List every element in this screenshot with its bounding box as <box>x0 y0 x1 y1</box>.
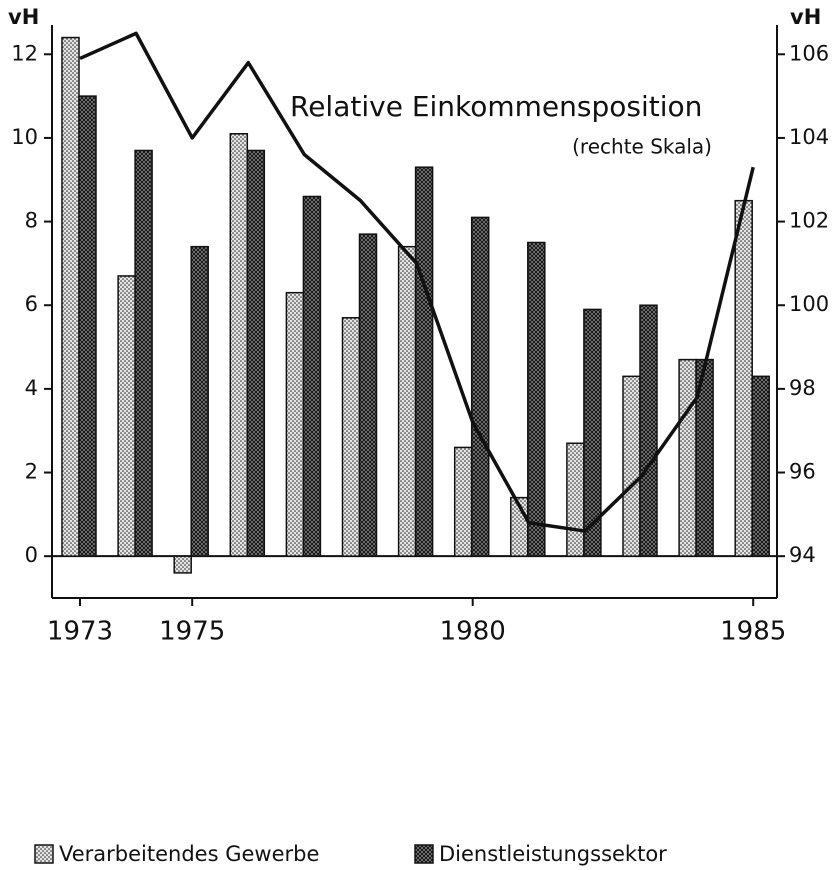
legend-swatch <box>414 844 434 864</box>
y-tick-label: 0 <box>25 543 38 567</box>
bar <box>566 442 585 557</box>
bar <box>453 446 473 557</box>
x-tick-label: 1985 <box>720 617 786 647</box>
bar <box>414 166 434 557</box>
bar <box>639 304 658 557</box>
y2-tick-label: 96 <box>789 460 816 484</box>
y2-axis-label: vH <box>790 5 821 29</box>
bar <box>190 245 209 557</box>
x-tick-label: 1975 <box>159 617 225 647</box>
y-tick-label: 6 <box>25 292 38 316</box>
bar <box>285 291 305 557</box>
bar <box>358 233 378 557</box>
y2-tick-label: 106 <box>789 41 829 65</box>
y2-tick-label: 100 <box>789 292 829 316</box>
y-tick-label: 8 <box>25 209 38 233</box>
bar <box>78 95 97 557</box>
bar <box>734 199 753 557</box>
bar <box>622 375 641 557</box>
bar <box>397 245 417 557</box>
y2-tick-label: 94 <box>789 543 816 567</box>
bar <box>527 241 546 557</box>
bar <box>583 308 602 557</box>
legend-swatch <box>34 844 54 864</box>
line <box>79 31 755 533</box>
y-axis-label: vH <box>8 5 39 29</box>
y-tick-label: 4 <box>25 376 38 400</box>
bar <box>61 36 80 557</box>
y2-tick-label: 98 <box>789 376 816 400</box>
bar <box>678 358 697 557</box>
bar <box>173 555 192 574</box>
bar <box>134 149 153 557</box>
y-tick-label: 10 <box>11 125 38 149</box>
y-tick-label: 12 <box>11 41 38 65</box>
annotation: (rechte Skala) <box>572 135 712 159</box>
line-label: Relative Einkommensposition <box>290 90 702 123</box>
bar <box>341 317 361 557</box>
bar <box>751 375 770 557</box>
y-tick-label: 2 <box>25 460 38 484</box>
legend-label: Verarbeitendes Gewerbe <box>59 842 319 866</box>
legend-label: Dienstleistungssektor <box>439 842 667 866</box>
y2-tick-label: 104 <box>789 125 829 149</box>
bar <box>246 149 266 557</box>
x-tick-label: 1973 <box>47 617 113 647</box>
bar <box>117 275 136 557</box>
x-tick-label: 1980 <box>440 617 506 647</box>
bar <box>470 216 490 557</box>
y2-tick-label: 102 <box>789 209 829 233</box>
bar <box>229 132 249 557</box>
bar <box>302 195 322 557</box>
